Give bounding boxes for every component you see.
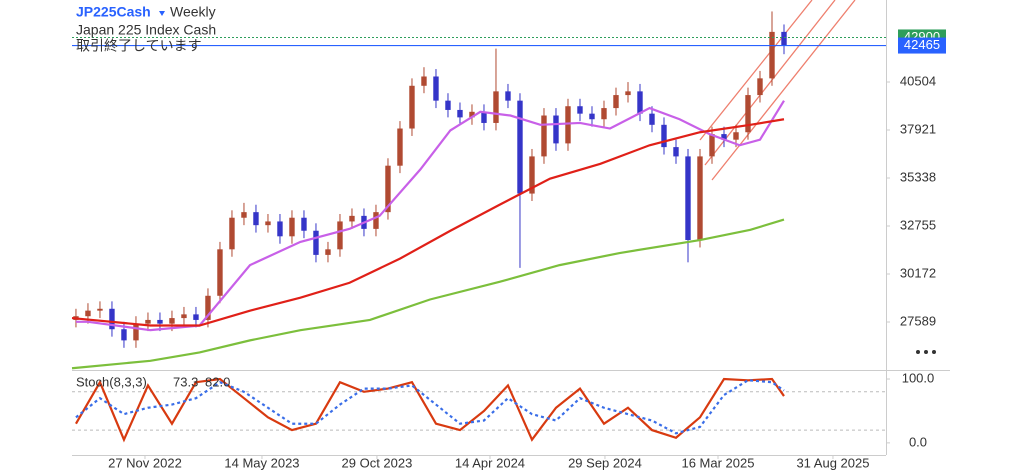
symbol[interactable]: JP225Cash [76,4,151,20]
candle-body [613,95,619,109]
candle-body [589,113,595,120]
candle-body [397,128,403,166]
y-tick-label: 35338 [900,169,936,184]
candle-body [433,76,439,101]
candle-body [529,156,535,194]
candle-body [217,249,223,296]
candle-body [181,314,187,319]
indicator-line [75,379,785,435]
candle-body [409,85,415,129]
candle-body [661,124,667,148]
candle-body [289,217,295,237]
candle-body [193,314,199,320]
candle-body [385,165,391,213]
dropdown-icon[interactable] [159,11,165,16]
candle-body [241,212,247,218]
indicator-line [75,100,785,332]
channel-line [711,0,856,181]
candle-body [157,319,163,324]
interval[interactable]: Weekly [170,4,216,20]
candle-body [685,156,691,241]
candle-body [133,323,139,341]
y-tick-label: 40504 [900,73,936,88]
candle-body [745,95,751,133]
candle-body [517,100,523,194]
candle-body [277,221,283,237]
candle-body [649,113,655,125]
candle-body [421,76,427,86]
candle-body [637,91,643,114]
candle-body [697,156,703,241]
x-tick-label: 31 Aug 2025 [796,455,869,470]
candle-body [541,115,547,157]
y-tick-label: 30172 [900,265,936,280]
x-tick-label: 14 May 2023 [224,455,299,470]
candle-body [469,111,475,118]
candle-body [253,212,259,226]
candle-body [673,147,679,157]
candle-body [445,100,451,110]
instrument-name: Japan 225 Index Cash [76,22,216,38]
candle-body [145,319,151,324]
y-tick-label: 0.0 [909,434,927,449]
marks: 40504 37921 35338 32755 30172 27589 27 Nov 202… [71,11,946,470]
candle-body [373,212,379,229]
x-tick-label: 27 Nov 2022 [108,455,182,470]
candle-body [493,91,499,123]
candle-body [109,308,115,330]
candle-body [205,295,211,320]
candle-body [301,217,307,231]
x-tick-label: 14 Apr 2024 [455,455,525,470]
candle-body [169,318,175,324]
candle-body [769,31,775,79]
market-status: 取引終了しています [76,38,202,54]
candle-body [97,308,103,311]
x-tick-label: 29 Sep 2024 [568,455,642,470]
candle-body [85,310,91,317]
stoch-k: 73.3 [173,374,198,389]
indicator-line [71,118,785,327]
y-tick-label: 32755 [900,217,936,232]
candle-body [565,106,571,144]
candle-body [625,91,631,96]
x-tick-label: 16 Mar 2025 [681,455,754,470]
candle-body [349,215,355,222]
candle-body [481,111,487,123]
candle-body [457,109,463,118]
candle-body [781,31,787,46]
x-tick-label: 29 Oct 2023 [342,455,413,470]
candle-body [325,249,331,255]
candle-body [709,134,715,157]
y-tick-label: 27589 [900,313,936,328]
channel-line [699,0,813,141]
candle-body [577,106,583,114]
candle-body [553,115,559,144]
candle-body [505,91,511,101]
y-tick-label: 37921 [900,121,936,136]
candle-body [229,217,235,250]
y-tick-label: 100.0 [902,370,935,385]
candle-body [121,329,127,341]
last-price-label: 42465 [904,37,940,52]
indicator-line [71,218,785,370]
stoch-d: 82.0 [205,374,230,389]
stoch-title: Stoch(8,3,3) [76,374,147,389]
candle-body [757,78,763,96]
candle-body [601,108,607,120]
indicator-line [75,377,785,443]
candle-body [313,230,319,255]
candle-body [721,134,727,140]
candle-body [733,132,739,140]
last-price-box [898,37,946,54]
candle-body [265,221,271,226]
more-icon[interactable] [916,350,936,354]
candle-body [337,221,343,250]
